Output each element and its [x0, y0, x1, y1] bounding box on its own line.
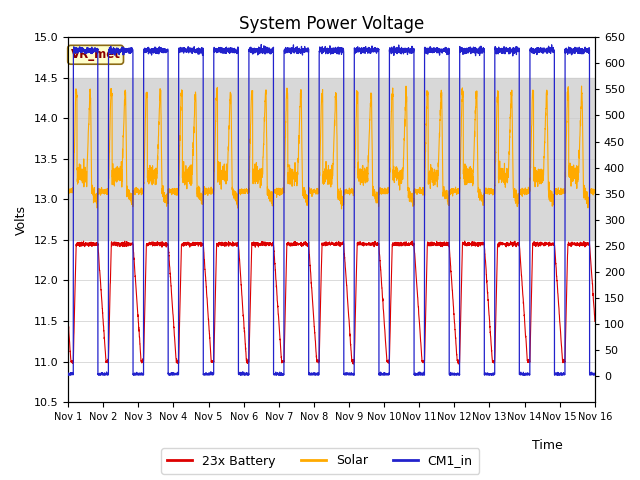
- Text: VR_met: VR_met: [70, 48, 120, 61]
- Legend: 23x Battery, Solar, CM1_in: 23x Battery, Solar, CM1_in: [161, 448, 479, 474]
- Y-axis label: Volts: Volts: [15, 204, 28, 235]
- Text: Time: Time: [532, 439, 563, 452]
- Bar: [68, 78, 595, 240]
- Title: System Power Voltage: System Power Voltage: [239, 15, 424, 33]
